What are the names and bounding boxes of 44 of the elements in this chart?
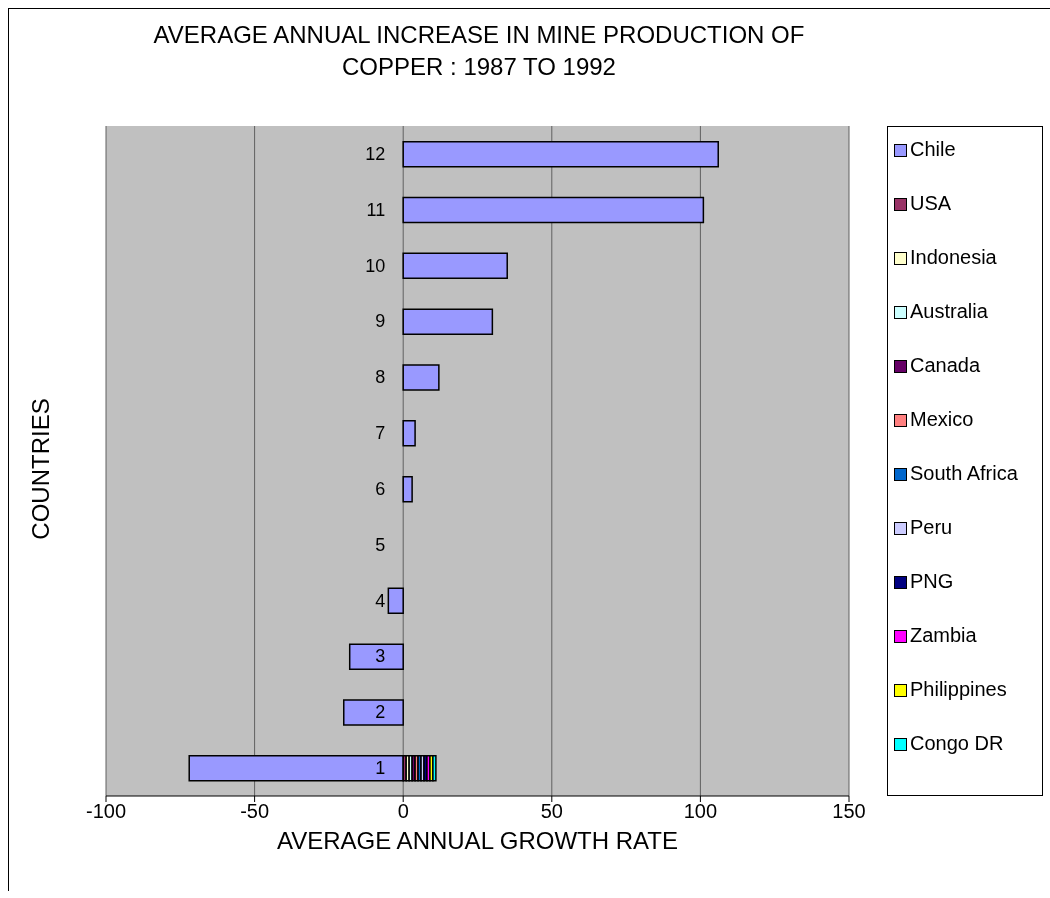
legend-label: Australia	[910, 299, 988, 323]
y-tick-label: 12	[365, 143, 386, 164]
y-tick-label: 10	[365, 255, 386, 276]
bar	[188, 755, 404, 782]
x-tick-label: -100	[85, 800, 127, 823]
bar	[387, 587, 404, 615]
y-tick-label: 7	[375, 423, 386, 444]
y-tick-label: 11	[366, 199, 386, 220]
y-tick-label: 1	[375, 758, 386, 779]
legend-label: Zambia	[910, 623, 977, 647]
bar	[343, 699, 404, 726]
x-tick-label: 0	[397, 800, 409, 823]
y-tick-label: 2	[375, 702, 386, 723]
y-tick-label: 4	[375, 590, 386, 611]
bar	[402, 140, 719, 168]
y-tick-label: 6	[375, 478, 386, 499]
x-tick-label: -50	[240, 800, 270, 823]
legend-label: Congo DR	[910, 731, 1004, 755]
x-axis-title: AVERAGE ANNUAL GROWTH RATE	[276, 827, 679, 855]
legend-label: Indonesia	[910, 245, 997, 269]
x-tick-label: 150	[832, 800, 866, 823]
y-tick-label: 5	[375, 534, 386, 555]
y-tick-label: 8	[375, 367, 386, 388]
bar	[402, 420, 416, 447]
bar	[402, 475, 413, 503]
legend-label: PNG	[910, 569, 954, 593]
y-axis-title: COUNTRIES	[27, 398, 55, 540]
y-tick-label: 9	[375, 311, 386, 332]
chart-title: AVERAGE ANNUAL INCREASE IN MINE PRODUCTION OF COPPER : 1987 TO 1992	[152, 20, 806, 82]
legend-label: South Africa	[910, 461, 1018, 485]
bar	[402, 252, 508, 280]
x-tick-label: 50	[540, 800, 563, 823]
legend-label: USA	[910, 191, 952, 215]
bar	[402, 196, 705, 224]
bar	[402, 364, 440, 391]
legend-label: Chile	[910, 137, 956, 161]
legend-label: Canada	[910, 353, 981, 377]
bar	[402, 308, 494, 335]
bar	[348, 643, 404, 670]
y-tick-label: 3	[375, 646, 386, 667]
legend-label: Mexico	[910, 407, 974, 431]
x-tick-label: 100	[683, 800, 718, 823]
legend-label: Philippines	[910, 677, 1007, 701]
legend-label: Peru	[910, 515, 953, 539]
